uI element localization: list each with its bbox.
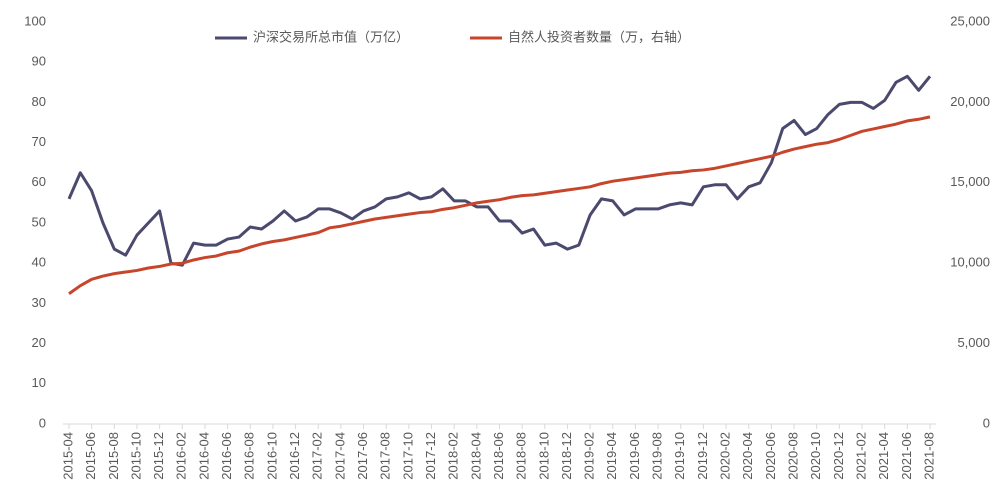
x-tick-label: 2020-02 <box>718 432 733 480</box>
x-tick-label: 2018-04 <box>468 432 483 480</box>
y-tick-label: 90 <box>32 54 46 69</box>
x-tick-label: 2020-08 <box>785 432 800 480</box>
x-tick-label: 2019-02 <box>582 432 597 480</box>
x-tick-label: 2016-04 <box>196 432 211 480</box>
x-tick-label: 2019-10 <box>672 432 687 480</box>
x-tick-label: 2021-04 <box>876 432 891 480</box>
x-tick-label: 2015-10 <box>128 432 143 480</box>
x-tick-label: 2019-08 <box>650 432 665 480</box>
x-tick-label: 2017-10 <box>400 432 415 480</box>
x-tick-label: 2015-06 <box>83 432 98 480</box>
x-tick-label: 2017-04 <box>332 432 347 480</box>
x-tick-label: 2015-08 <box>106 432 121 480</box>
x-tick-label: 2016-06 <box>219 432 234 480</box>
x-tick-label: 2021-08 <box>921 432 936 480</box>
x-tick-label: 2018-08 <box>514 432 529 480</box>
x-tick-label: 2017-12 <box>423 432 438 480</box>
y-tick-label: 0 <box>39 415 46 430</box>
y-tick-label: 60 <box>32 174 46 189</box>
x-tick-label: 2018-12 <box>559 432 574 480</box>
line-series <box>67 74 932 267</box>
y2-tick-label: 25,000 <box>950 13 990 28</box>
y2-tick-label: 0 <box>983 415 990 430</box>
x-tick-label: 2021-06 <box>899 432 914 480</box>
x-tick-label: 2019-06 <box>627 432 642 480</box>
x-tick-label: 2020-04 <box>740 432 755 480</box>
y2-tick-label: 10,000 <box>950 255 990 270</box>
x-tick-label: 2018-10 <box>536 432 551 480</box>
x-tick-label: 2016-02 <box>174 432 189 480</box>
y-tick-label: 100 <box>24 13 46 28</box>
x-tick-label: 2020-06 <box>763 432 778 480</box>
x-tick-label: 2018-06 <box>491 432 506 480</box>
x-tick-label: 2019-12 <box>695 432 710 480</box>
y-tick-label: 40 <box>32 255 46 270</box>
y-tick-label: 30 <box>32 295 46 310</box>
line-series <box>68 115 931 295</box>
legend-label: 沪深交易所总市值（万亿） <box>253 29 409 44</box>
legend-label: 自然人投资者数量（万，右轴） <box>508 29 690 44</box>
x-tick-label: 2016-08 <box>242 432 257 480</box>
x-tick-label: 2020-10 <box>808 432 823 480</box>
x-tick-label: 2017-02 <box>310 432 325 480</box>
y2-tick-label: 15,000 <box>950 174 990 189</box>
y-tick-label: 70 <box>32 134 46 149</box>
x-tick-label: 2016-12 <box>287 432 302 480</box>
x-tick-label: 2017-06 <box>355 432 370 480</box>
y-tick-label: 10 <box>32 375 46 390</box>
y-tick-label: 20 <box>32 335 46 350</box>
x-tick-label: 2019-04 <box>604 432 619 480</box>
y2-tick-label: 5,000 <box>957 335 990 350</box>
x-tick-label: 2015-12 <box>151 432 166 480</box>
x-tick-label: 2018-02 <box>446 432 461 480</box>
x-tick-label: 2021-02 <box>853 432 868 480</box>
y2-tick-label: 20,000 <box>950 94 990 109</box>
x-tick-label: 2015-04 <box>60 432 75 480</box>
y-tick-label: 50 <box>32 214 46 229</box>
x-tick-label: 2017-08 <box>378 432 393 480</box>
y-tick-label: 80 <box>32 94 46 109</box>
x-tick-label: 2020-12 <box>831 432 846 480</box>
x-tick-label: 2016-10 <box>264 432 279 480</box>
